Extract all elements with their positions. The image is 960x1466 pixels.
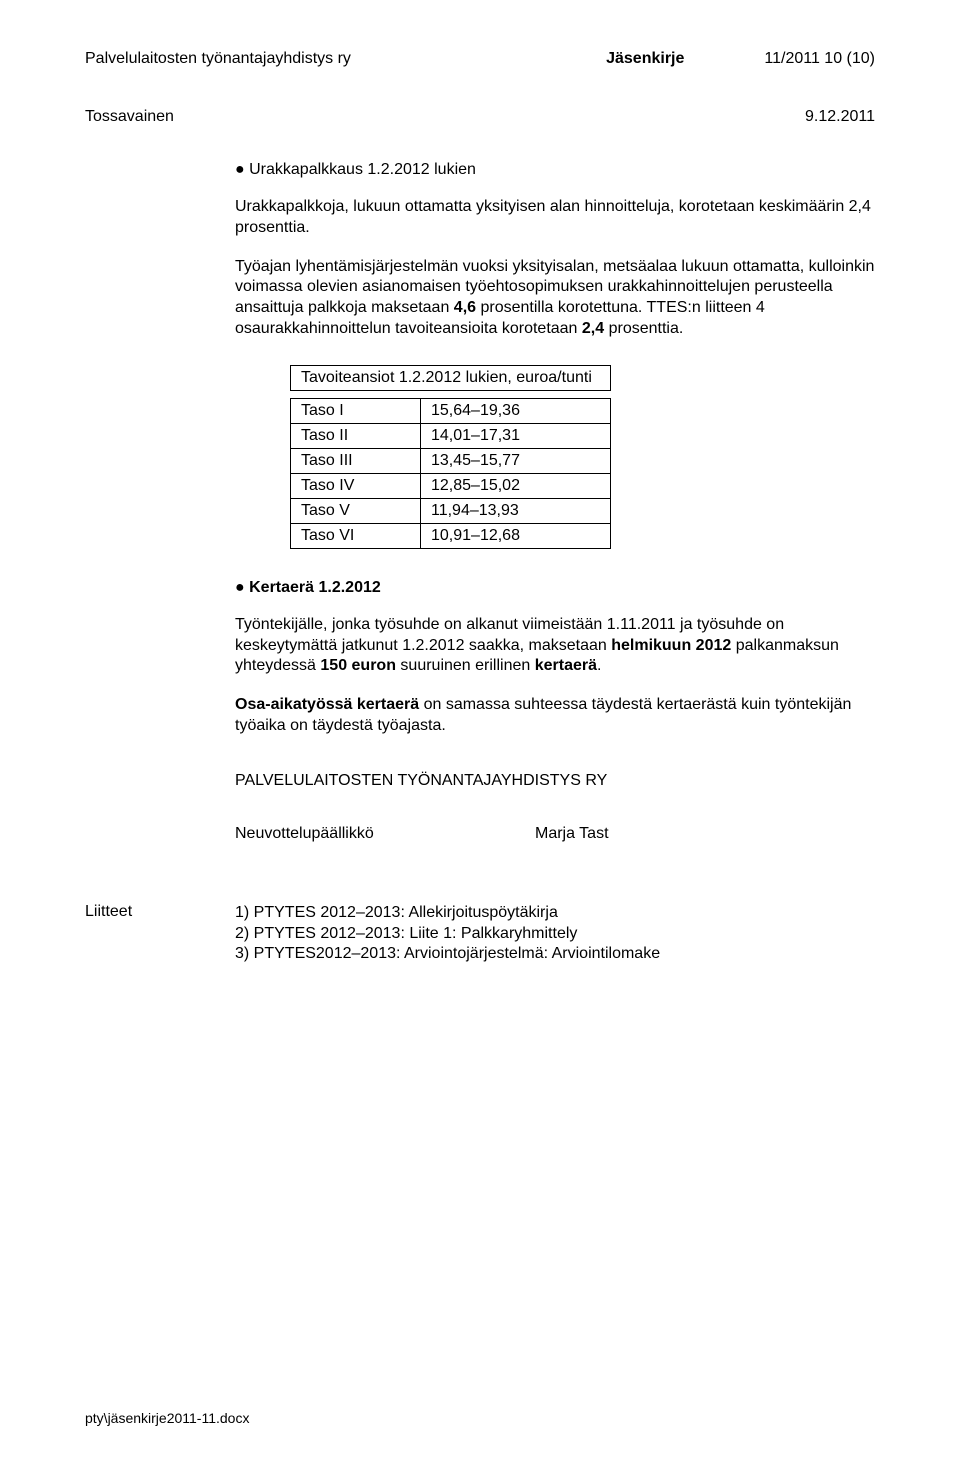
table-row: Taso IV 12,85–15,02 [291,473,611,498]
section1-para2-d: 2,4 [582,320,604,337]
section2-heading: ● Kertaerä 1.2.2012 [235,579,875,597]
section1-para1: Urakkapalkkoja, lukuun ottamatta yksityi… [235,197,875,239]
section2-para1-f: kertaerä [535,657,597,674]
section2-para1-d: 150 euron [320,657,396,674]
attachment-item: 3) PTYTES2012–2013: Arviointojärjestelmä… [235,944,660,965]
section2-para1-e: suuruinen erillinen [396,657,535,674]
subheader-date: 9.12.2011 [805,108,875,126]
table-row: Taso V 11,94–13,93 [291,498,611,523]
table-cell-label: Taso II [291,423,421,448]
subheader-author: Tossavainen [85,108,174,126]
header-row: Palvelulaitosten työnantajayhdistys ry J… [85,50,875,68]
table-cell-label: Taso III [291,448,421,473]
table-cell-value: 11,94–13,93 [421,498,611,523]
content-area: ● Urakkapalkkaus 1.2.2012 lukien Urakkap… [235,161,875,843]
signature-row: Neuvottelupäällikkö Marja Tast [235,825,875,843]
attachment-item: 2) PTYTES 2012–2013: Liite 1: Palkkaryhm… [235,924,660,945]
table-spacer [291,390,611,398]
header-org: Palvelulaitosten työnantajayhdistys ry [85,50,566,68]
table-row: Taso III 13,45–15,77 [291,448,611,473]
section2-para2: Osa-aikatyössä kertaerä on samassa suhte… [235,695,875,737]
signature-title: Neuvottelupäällikkö [235,825,535,843]
table-cell-label: Taso IV [291,473,421,498]
table-cell-value: 15,64–19,36 [421,398,611,423]
table-cell-value: 14,01–17,31 [421,423,611,448]
header-doctype: Jäsenkirje [606,50,684,68]
section1-para2-e: prosenttia. [604,320,683,337]
table-title: Tavoiteansiot 1.2.2012 lukien, euroa/tun… [291,365,611,390]
table-row: Taso II 14,01–17,31 [291,423,611,448]
table-cell-label: Taso I [291,398,421,423]
table-row: Taso VI 10,91–12,68 [291,523,611,548]
section1-para2: Työajan lyhentämisjärjestelmän vuoksi yk… [235,257,875,340]
attachments-list: 1) PTYTES 2012–2013: Allekirjoituspöytäk… [235,903,660,965]
table-row: Taso I 15,64–19,36 [291,398,611,423]
table-header-row: Tavoiteansiot 1.2.2012 lukien, euroa/tun… [291,365,611,390]
footer-filename: pty\jäsenkirje2011-11.docx [85,1410,249,1426]
section2-para1: Työntekijälle, jonka työsuhde on alkanut… [235,615,875,677]
signature-org: PALVELULAITOSTEN TYÖNANTAJAYHDISTYS RY [235,772,875,790]
table-container: Tavoiteansiot 1.2.2012 lukien, euroa/tun… [290,365,875,549]
subheader-row: Tossavainen 9.12.2011 [85,108,875,126]
header-pageinfo: 11/2011 10 (10) [764,50,875,68]
section1-para2-b: 4,6 [454,299,476,316]
section2-para1-g: . [597,657,601,674]
attachments-label: Liitteet [85,903,235,965]
tavoiteansiot-table: Tavoiteansiot 1.2.2012 lukien, euroa/tun… [290,365,611,549]
section1-heading: ● Urakkapalkkaus 1.2.2012 lukien [235,161,875,179]
table-cell-value: 10,91–12,68 [421,523,611,548]
attachment-item: 1) PTYTES 2012–2013: Allekirjoituspöytäk… [235,903,660,924]
section2-para2-a: Osa-aikatyössä kertaerä [235,696,419,713]
table-cell-value: 13,45–15,77 [421,448,611,473]
table-cell-label: Taso V [291,498,421,523]
section2-para1-b: helmikuun 2012 [611,637,731,654]
table-cell-label: Taso VI [291,523,421,548]
signature-name: Marja Tast [535,825,609,843]
attachments-row: Liitteet 1) PTYTES 2012–2013: Allekirjoi… [85,903,875,965]
table-cell-value: 12,85–15,02 [421,473,611,498]
